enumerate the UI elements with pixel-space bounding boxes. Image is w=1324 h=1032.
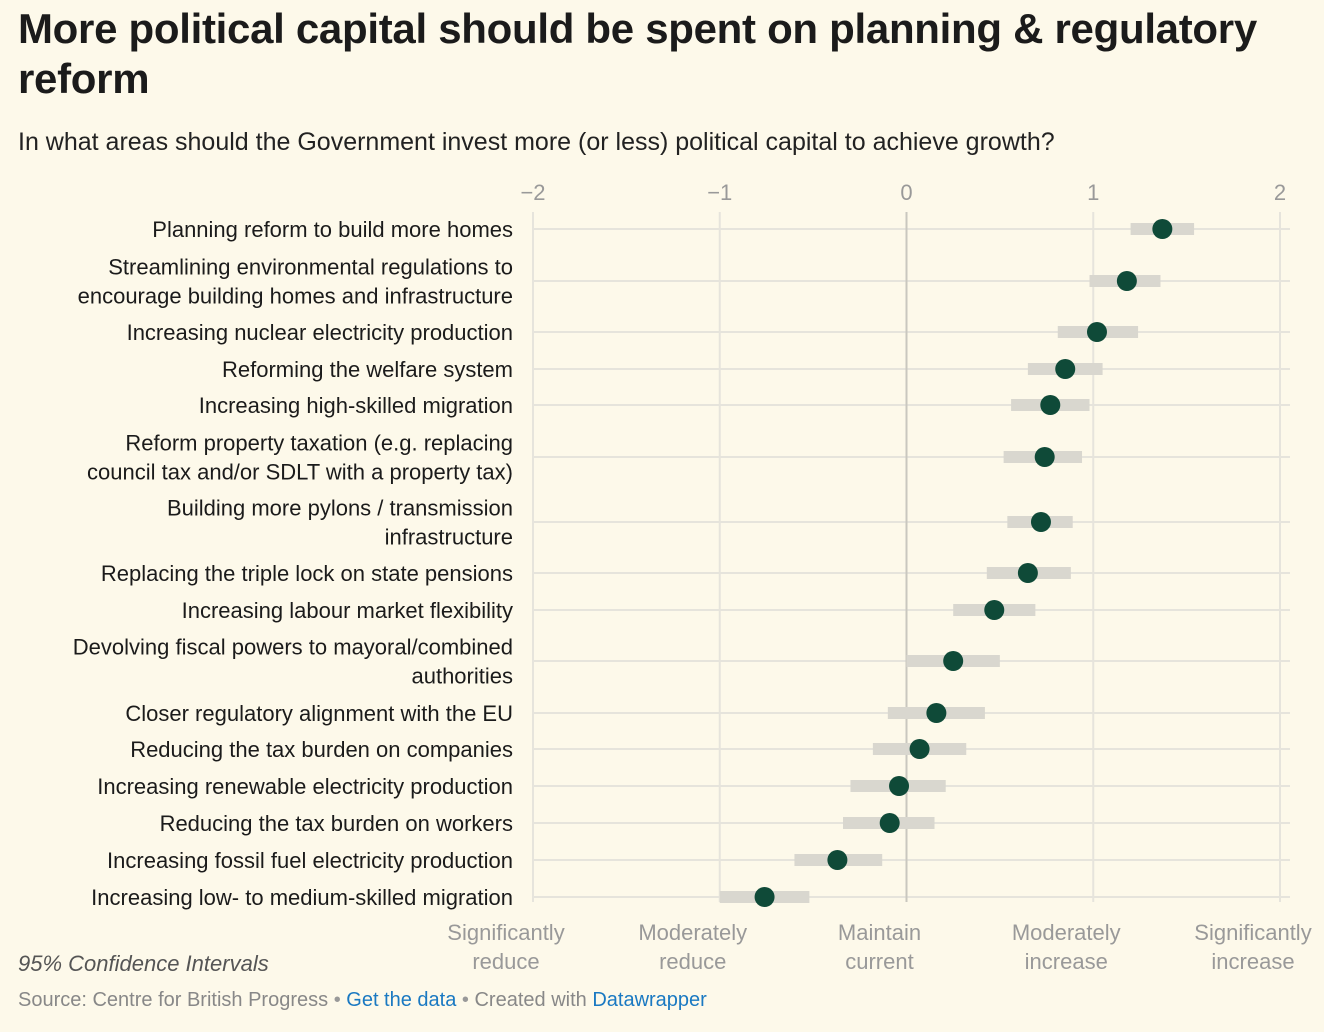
mean-dot (1017, 563, 1038, 583)
mean-dot (827, 850, 848, 870)
mean-dot (926, 703, 947, 723)
mean-dot (1086, 322, 1107, 342)
mean-dot (1055, 359, 1076, 379)
mean-dot (984, 600, 1005, 620)
row-label: encourage building homes and infrastruct… (78, 284, 513, 309)
row-label: Reform property taxation (e.g. replacing (125, 431, 513, 456)
x-scale-label: Maintain (838, 920, 921, 945)
separator: • (461, 989, 469, 1011)
row-label: Reducing the tax burden on workers (160, 811, 513, 836)
x-scale-label: Significantly (1194, 920, 1311, 945)
x-scale-label: Significantly (447, 920, 564, 945)
mean-dot (1040, 395, 1061, 415)
separator: • (333, 989, 341, 1011)
source-text: Source: Centre for British Progress (18, 989, 329, 1011)
get-the-data-link[interactable]: Get the data (346, 989, 457, 1011)
row-label: Devolving fiscal powers to mayoral/combi… (73, 635, 513, 660)
mean-dot (889, 776, 910, 796)
row-label: Streamlining environmental regulations t… (108, 255, 513, 280)
mean-dot (879, 813, 900, 833)
x-scale-label: Moderately (638, 920, 747, 945)
mean-dot (1034, 447, 1055, 467)
row-label: Increasing nuclear electricity productio… (127, 320, 513, 345)
chart-title: More political capital should be spent o… (18, 5, 1257, 102)
mean-dot (1116, 271, 1137, 291)
row-label: Increasing labour market flexibility (182, 598, 513, 623)
confidence-note: 95% Confidence Intervals (18, 951, 269, 976)
row-label: Planning reform to build more homes (152, 217, 513, 242)
row-label: Reducing the tax burden on companies (130, 737, 513, 762)
row-label: infrastructure (385, 525, 513, 550)
x-tick-label: −1 (707, 180, 732, 205)
x-scale-label: reduce (659, 949, 726, 974)
mean-dot (943, 651, 964, 671)
datawrapper-link[interactable]: Datawrapper (592, 989, 707, 1011)
row-label: Increasing low- to medium-skilled migrat… (91, 885, 513, 910)
footer: Source: Centre for British Progress • Ge… (18, 989, 707, 1012)
mean-dot (1152, 219, 1173, 239)
row-label: council tax and/or SDLT with a property … (87, 460, 513, 485)
chart-subtitle: In what areas should the Government inve… (18, 128, 1055, 156)
row-label: Increasing fossil fuel electricity produ… (107, 848, 513, 873)
row-label: authorities (411, 664, 513, 689)
row-label: Closer regulatory alignment with the EU (125, 701, 513, 726)
row-label: Building more pylons / transmission (167, 496, 513, 521)
row-label: Replacing the triple lock on state pensi… (101, 561, 513, 586)
row-label: Increasing high-skilled migration (199, 393, 513, 418)
x-tick-label: 2 (1274, 180, 1286, 205)
x-tick-label: 0 (900, 180, 912, 205)
created-with-text: Created with (474, 989, 587, 1011)
mean-dot (754, 887, 775, 907)
x-scale-label: Moderately (1012, 920, 1121, 945)
x-tick-label: −2 (520, 180, 545, 205)
mean-dot (1030, 512, 1051, 532)
x-scale-label: current (845, 949, 913, 974)
mean-dot (909, 739, 930, 759)
x-tick-label: 1 (1087, 180, 1099, 205)
x-scale-label: reduce (472, 949, 539, 974)
row-label: Increasing renewable electricity product… (97, 774, 513, 799)
x-scale-label: increase (1211, 949, 1294, 974)
row-label: Reforming the welfare system (222, 357, 513, 382)
x-scale-label: increase (1025, 949, 1108, 974)
